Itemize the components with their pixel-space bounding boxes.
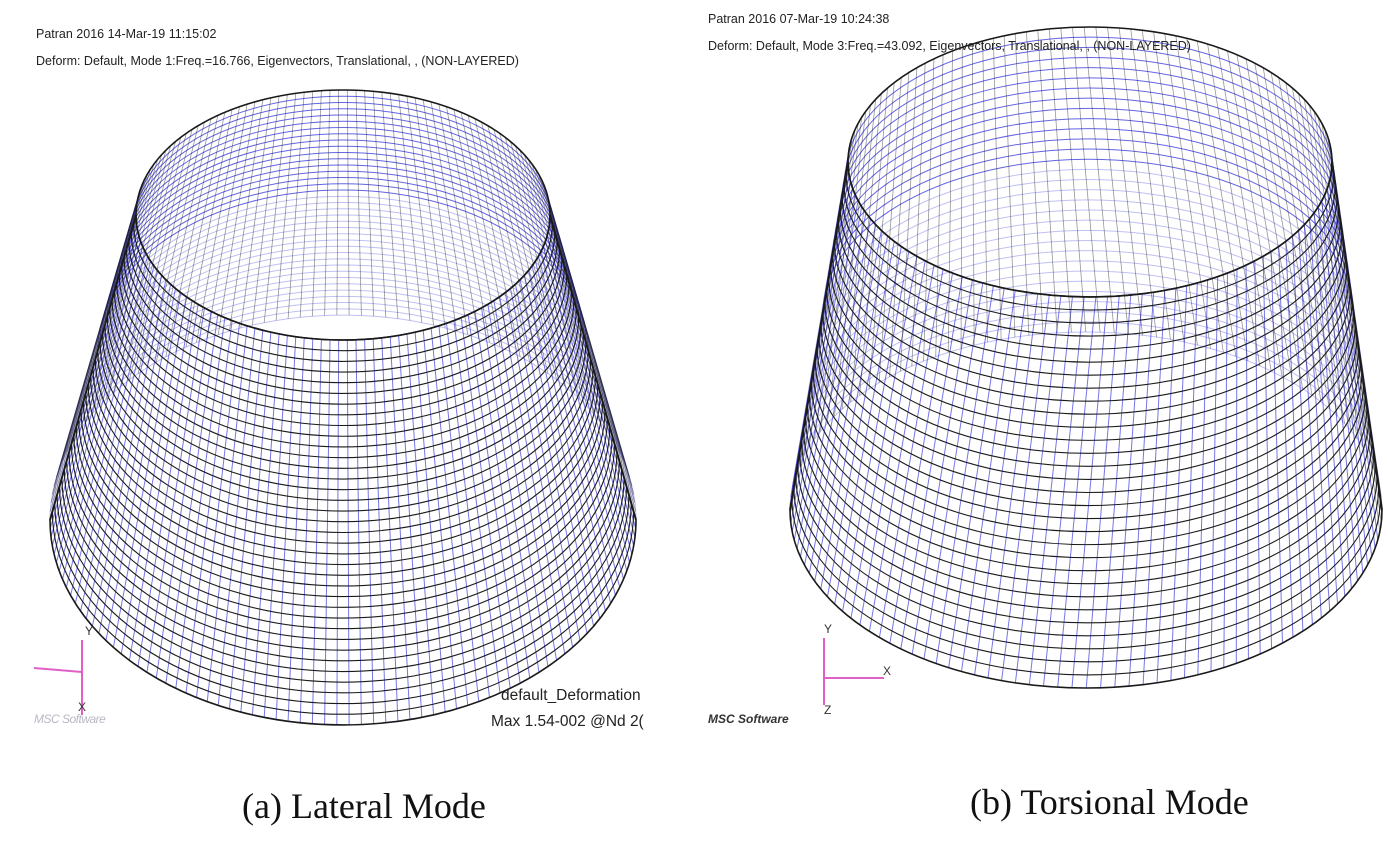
lateral-mode-panel: Patran 2016 14-Mar-19 11:15:02 Deform: D… bbox=[0, 0, 694, 760]
lateral-mode-mesh bbox=[49, 89, 637, 726]
axis-y-label: Y bbox=[824, 622, 833, 636]
caption-lateral-mode: (a) Lateral Mode bbox=[242, 786, 486, 826]
caption-torsional-mode: (b) Torsional Mode bbox=[970, 782, 1249, 822]
legend-title: default_Deformation bbox=[501, 687, 641, 704]
legend-max-value: Max 1.54-002 @Nd 2( bbox=[491, 713, 644, 730]
header-deform-info: Deform: Default, Mode 1:Freq.=16.766, Ei… bbox=[36, 54, 519, 68]
axis-x-label: X bbox=[78, 700, 87, 714]
torsional-mode-mesh bbox=[789, 26, 1383, 689]
header-deform-info: Deform: Default, Mode 3:Freq.=43.092, Ei… bbox=[708, 39, 1191, 53]
axis-y-label: Y bbox=[85, 624, 94, 638]
axis-x-label: X bbox=[883, 664, 892, 678]
header-title: Patran 2016 14-Mar-19 11:15:02 bbox=[36, 27, 217, 41]
msc-software-logo: MSC Software bbox=[34, 712, 106, 726]
msc-software-logo: MSC Software bbox=[708, 712, 789, 726]
axis-z-label: Z bbox=[824, 703, 832, 717]
torsional-mode-panel: Patran 2016 07-Mar-19 10:24:38 Deform: D… bbox=[694, 0, 1388, 760]
header-title: Patran 2016 07-Mar-19 10:24:38 bbox=[708, 12, 890, 26]
